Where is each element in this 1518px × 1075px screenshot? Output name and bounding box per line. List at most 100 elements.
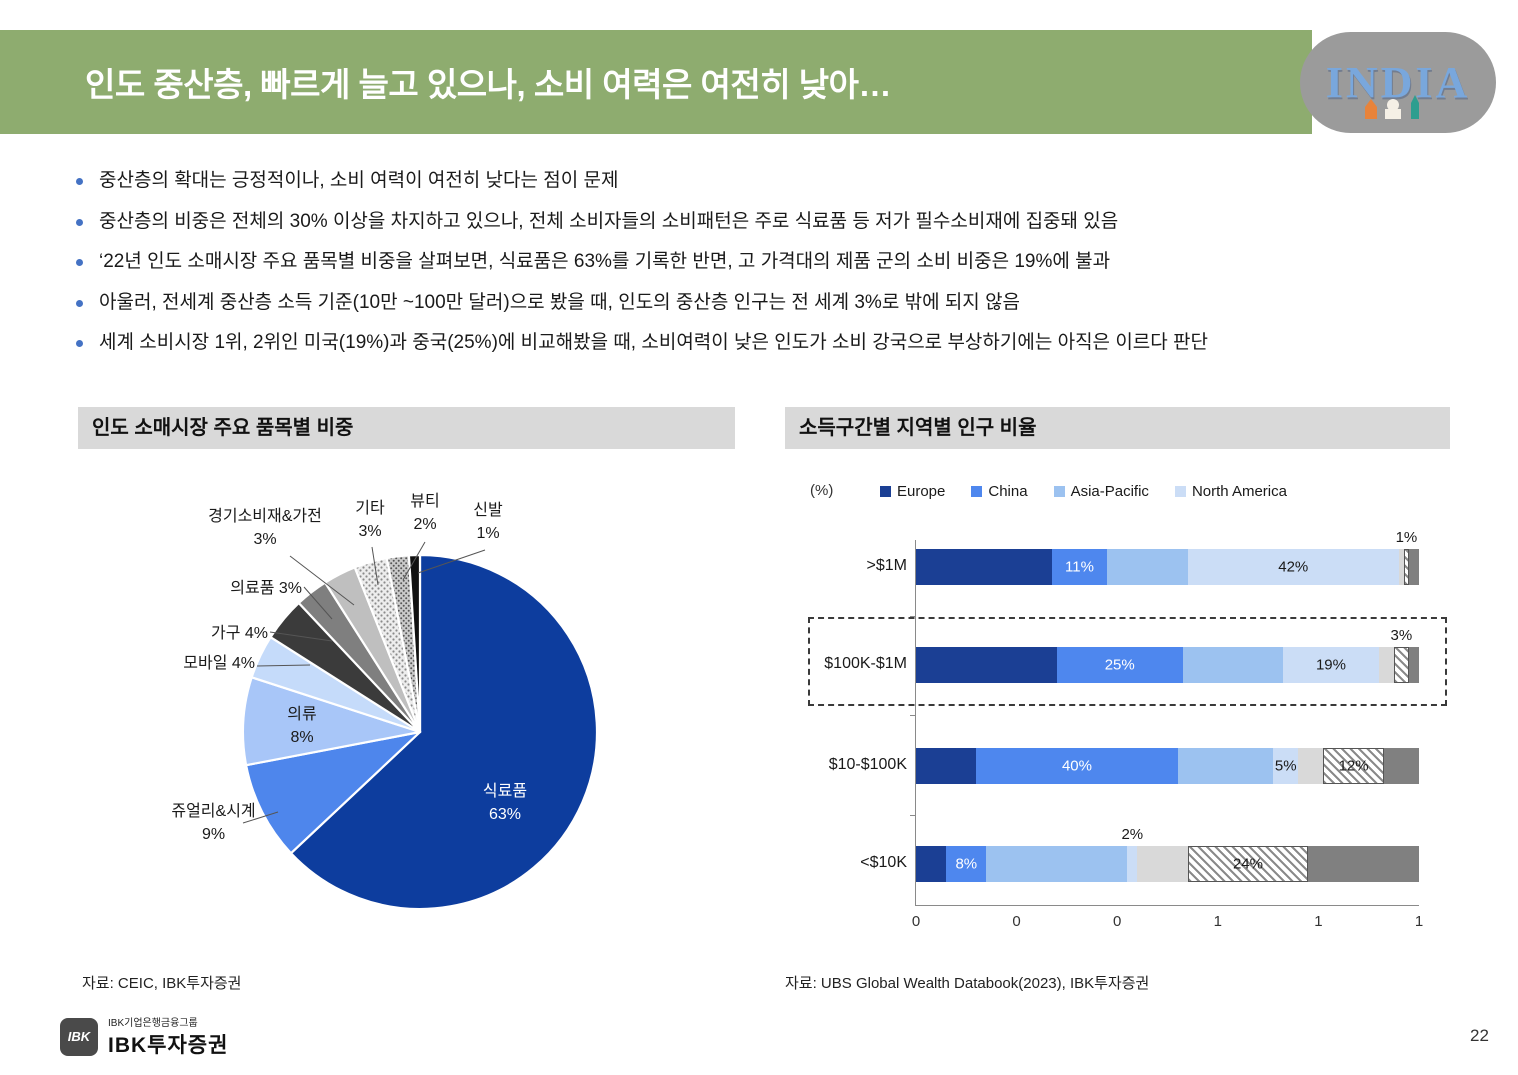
bullet-icon bbox=[76, 259, 83, 267]
india-badge: INDIA bbox=[1300, 32, 1496, 133]
bar-plot-area: 11% 42% 1% 25% 19% 3% 40% 5% 12% 8% 2% 24% 0 0 0 1 1 1 bbox=[910, 529, 1423, 930]
bar-row-1: 25% 19% 3% bbox=[916, 627, 1419, 683]
segment-rest-of-world bbox=[1383, 748, 1419, 784]
pie-label-medical: 의료품 3% bbox=[230, 580, 302, 597]
page-title: 인도 중산층, 빠르게 늘고 있으나, 소비 여력은 여전히 낮아… bbox=[85, 66, 891, 103]
bar-data-label: 11% bbox=[1065, 558, 1094, 576]
segment-europe bbox=[916, 748, 977, 784]
pie-chart: 경기소비재&가전 3% 기타 3% 뷰티 2% 신발 1% 의료품 3% 가구 … bbox=[78, 455, 738, 970]
bar-data-label: 42% bbox=[1278, 558, 1309, 576]
bar-data-label: 19% bbox=[1315, 656, 1346, 674]
pie-slice-2 bbox=[241, 676, 422, 767]
bullet-item: 중산층의 확대는 긍정적이나, 소비 여력이 여전히 낮다는 점이 문제 bbox=[76, 168, 1486, 195]
pie-label-appliances: 경기소비재&가전 3% bbox=[208, 508, 322, 549]
segment-north-america bbox=[1283, 647, 1379, 683]
india-badge-text: INDIA bbox=[1325, 58, 1471, 107]
india-skyline-icon bbox=[1365, 95, 1419, 119]
header-bar: 인도 중산층, 빠르게 늘고 있으나, 소비 여력은 여전히 낮아… bbox=[0, 30, 1312, 134]
bar-data-label: 12% bbox=[1338, 757, 1369, 775]
legend-item-asia-pacific: Asia-Pacific bbox=[1053, 483, 1149, 500]
bar-data-label: 8% bbox=[955, 855, 978, 873]
pie-label-clothing: 의류 8% bbox=[287, 706, 317, 747]
bullet-icon bbox=[76, 340, 83, 348]
page-number: 22 bbox=[1470, 1026, 1489, 1045]
y-axis-unit: (%) bbox=[810, 482, 834, 499]
bullet-text: 중산층의 확대는 긍정적이나, 소비 여력이 여전히 낮다는 점이 문제 bbox=[99, 170, 619, 191]
bar-row-3: 8% 2% 24% bbox=[916, 826, 1419, 882]
segment-other bbox=[1298, 748, 1324, 784]
segment-other bbox=[1378, 647, 1394, 683]
highlight-box bbox=[808, 617, 1447, 706]
ibk-logo-text: IBK기업은행금융그룹 IBK투자증권 bbox=[108, 1014, 228, 1059]
bar-data-label: 5% bbox=[1274, 757, 1297, 775]
bar-category-label: >$1M bbox=[866, 557, 907, 574]
legend-item-europe: Europe bbox=[880, 483, 945, 500]
bar-chart: (%) Europe China Asia-Pacific North Amer… bbox=[785, 450, 1495, 975]
bullet-text: 아울러, 전세계 중산층 소득 기준(10만 ~100만 달러)으로 봤을 때,… bbox=[99, 291, 1021, 313]
legend-item-china: China bbox=[971, 483, 1028, 500]
bullet-text: ‘22년 인도 소매시장 주요 품목별 비중을 살펴보면, 식료품은 63%를 … bbox=[99, 251, 1111, 273]
segment-china bbox=[1056, 647, 1183, 683]
ibk-logo: IBK IBK기업은행금융그룹 IBK투자증권 bbox=[60, 1014, 228, 1059]
legend-swatch-north-america bbox=[1174, 486, 1186, 497]
ibk-group-name: IBK기업은행금융그룹 bbox=[108, 1018, 198, 1029]
segment-rest-of-world bbox=[1308, 846, 1419, 882]
ibk-company-name: IBK투자증권 bbox=[108, 1034, 229, 1057]
x-axis-tick-label: 0 bbox=[1113, 913, 1122, 930]
bullet-list: 중산층의 확대는 긍정적이나, 소비 여력이 여전히 낮다는 점이 문제 중산층… bbox=[76, 168, 1486, 371]
bullet-icon bbox=[76, 178, 83, 185]
segment-china bbox=[976, 748, 1178, 784]
x-axis-tick-label: 1 bbox=[1213, 913, 1222, 930]
y-axis-tick bbox=[910, 616, 916, 617]
source-left: 자료: CEIC, IBK투자증권 bbox=[82, 975, 242, 992]
y-axis-tick bbox=[910, 715, 916, 716]
pie-chart-title: 인도 소매시장 주요 품목별 비중 bbox=[78, 407, 735, 449]
pie-label-food: 식료품 63% bbox=[482, 783, 528, 824]
source-right: 자료: UBS Global Wealth Databook(2023), IB… bbox=[785, 975, 1150, 992]
bullet-item: 아울러, 전세계 중산층 소득 기준(10만 ~100만 달러)으로 봤을 때,… bbox=[76, 290, 1486, 317]
bar-data-label: 40% bbox=[1061, 757, 1092, 775]
bar-category-label: $10-$100K bbox=[828, 756, 907, 773]
legend-swatch-asia-pacific bbox=[1053, 486, 1065, 497]
bar-data-label: 3% bbox=[1390, 627, 1413, 644]
pie-label-beauty: 뷰티 2% bbox=[410, 493, 440, 534]
pie-label-shoes: 신발 1% bbox=[473, 502, 503, 543]
segment-europe bbox=[916, 549, 1052, 585]
legend: Europe China Asia-Pacific North America bbox=[880, 483, 1287, 500]
pie-label-jewelry: 쥬얼리&시계 9% bbox=[171, 803, 256, 844]
bullet-text: 세계 소비시장 1위, 2위인 미국(19%)과 중국(25%)에 비교해봤을 … bbox=[99, 332, 1208, 354]
segment-india bbox=[1403, 549, 1409, 585]
segment-china bbox=[1051, 549, 1108, 585]
segment-rest-of-world bbox=[1408, 549, 1419, 585]
bar-row-0: 11% 42% 1% bbox=[916, 529, 1419, 585]
segment-asia-pacific bbox=[1182, 647, 1284, 683]
segment-asia-pacific bbox=[1177, 748, 1274, 784]
segment-asia-pacific bbox=[986, 846, 1128, 882]
x-axis-tick-label: 1 bbox=[1314, 913, 1323, 930]
segment-asia-pacific bbox=[1107, 549, 1188, 585]
segment-europe bbox=[916, 846, 947, 882]
bar-category-label: $100K-$1M bbox=[824, 655, 907, 672]
bullet-icon bbox=[76, 299, 83, 307]
segment-china bbox=[946, 846, 987, 882]
segment-north-america bbox=[1273, 748, 1299, 784]
pie-label-etc: 기타 3% bbox=[355, 500, 385, 541]
x-axis-tick-label: 1 bbox=[1414, 913, 1424, 930]
bullet-item: ‘22년 인도 소매시장 주요 품목별 비중을 살펴보면, 식료품은 63%를 … bbox=[76, 249, 1486, 276]
segment-india bbox=[1187, 846, 1309, 882]
y-axis-tick bbox=[910, 815, 916, 816]
segment-other bbox=[1398, 549, 1404, 585]
bullet-item: 중산층의 비중은 전체의 30% 이상을 차지하고 있으나, 전체 소비자들의 … bbox=[76, 209, 1486, 236]
legend-swatch-europe bbox=[880, 486, 891, 497]
segment-rest-of-world bbox=[1408, 647, 1419, 683]
pie-slice-0 bbox=[289, 553, 599, 911]
bar-category-label: <$10K bbox=[860, 854, 907, 871]
pie-label-furniture: 가구 4% bbox=[210, 625, 268, 642]
segment-other bbox=[1137, 846, 1188, 882]
bar-data-label: 24% bbox=[1232, 855, 1263, 873]
legend-swatch-china bbox=[971, 486, 983, 497]
segment-india bbox=[1393, 647, 1409, 683]
segment-europe bbox=[916, 647, 1057, 683]
legend-item-north-america: North America bbox=[1174, 483, 1287, 500]
